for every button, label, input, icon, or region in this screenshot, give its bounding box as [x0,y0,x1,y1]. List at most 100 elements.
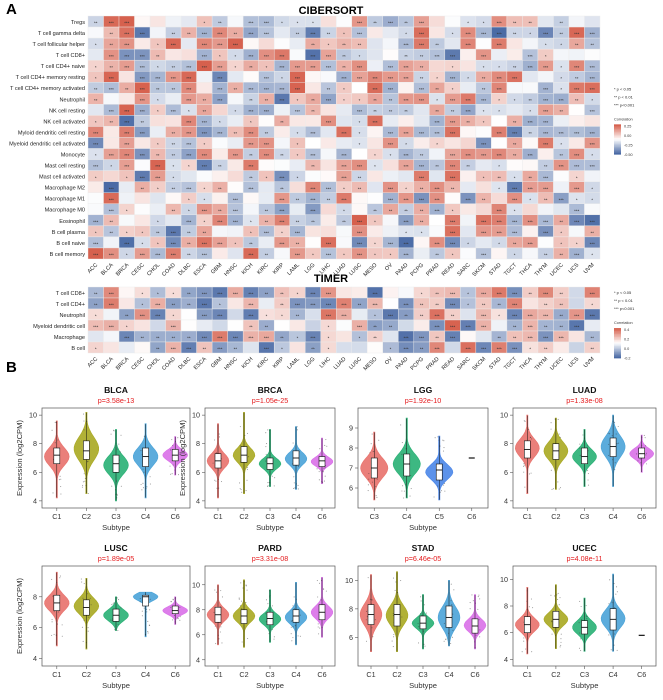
legend-swatch [614,349,621,351]
x-tick-label: C4 [291,670,300,679]
data-point [378,439,380,441]
y-tick-label: 10 [345,576,353,585]
data-point [60,478,62,480]
heatmap-cell [305,236,321,249]
heatmap-cell [398,170,415,182]
significance-mark: ** [528,292,532,297]
significance-mark: *** [264,336,269,341]
data-point [418,626,420,628]
significance-mark: *** [574,314,579,319]
y-tick-label: 4 [33,496,37,505]
heatmap-cell [584,319,601,332]
y-tick-label: 8 [504,439,508,448]
legend-swatch [614,329,621,332]
significance-mark: *** [310,32,315,37]
significance-mark: *** [109,325,114,330]
data-point [550,422,552,424]
data-point [611,601,613,603]
data-point [111,485,113,487]
significance-mark: * [281,314,283,319]
significance-mark: *** [295,253,300,258]
data-point [478,594,480,596]
significance-mark: ** [528,21,532,26]
significance-mark: *** [357,164,362,169]
significance-mark: * [157,292,159,297]
significance-mark: ** [575,98,579,103]
data-point [83,619,85,621]
significance-mark: *** [326,98,331,103]
significance-mark: ** [141,186,145,191]
significance-mark: * [219,120,221,125]
significance-mark: *** [202,208,207,213]
heatmap-cell [475,181,492,193]
significance-mark: ** [435,253,439,258]
significance-mark: *** [512,131,517,136]
significance-mark: *** [435,208,440,213]
y-tick-label: 4 [504,496,508,505]
heatmap-col-label: LUAD [333,356,348,371]
significance-mark: *** [140,175,145,180]
heatmap-cell [134,341,151,354]
significance-mark: ** [172,32,176,37]
significance-mark: * [328,325,330,330]
heatmap-cell [382,286,399,299]
data-point [607,454,610,456]
data-point [214,625,216,627]
heatmap-cell [460,126,477,138]
data-point [290,633,292,635]
significance-mark: ** [389,325,393,330]
significance-mark: ** [94,292,98,297]
significance-mark: *** [543,230,548,235]
significance-mark: *** [248,303,253,308]
x-tick-label: C1 [52,512,61,521]
significance-mark: *** [326,54,331,59]
box [552,443,560,460]
data-point [479,598,481,600]
significance-mark: ** [280,186,284,191]
significance-mark: *** [171,43,176,48]
heatmap-cell [273,319,290,332]
heatmap-cell [522,225,539,238]
data-point [617,425,619,428]
significance-mark: ** [528,175,532,180]
data-point [523,640,525,642]
heatmap-cell [336,341,352,354]
significance-mark: *** [357,219,362,224]
data-point [552,488,554,490]
significance-mark: * [467,76,469,81]
data-point [402,485,404,487]
data-point [56,623,59,625]
data-point [392,613,394,615]
significance-mark: *** [419,175,424,180]
data-point [366,616,368,618]
significance-mark: *** [295,109,300,114]
data-point [325,438,327,441]
legend-swatch [614,133,621,136]
data-point [644,437,646,439]
data-point [120,607,122,609]
y-tick-label: 8 [196,605,200,614]
significance-mark: *** [186,65,191,70]
significance-mark: *** [310,65,315,70]
violin-pvalue: p=1.05e-25 [252,396,289,405]
x-tick-label: C6 [317,670,326,679]
heatmap-cell [367,37,383,50]
x-tick-label: C6 [637,512,646,521]
heatmap-cell [382,159,399,171]
significance-mark: *** [310,303,315,308]
data-point [609,433,611,435]
significance-mark: * [498,98,500,103]
heatmap-cell [289,37,306,50]
significance-mark: ** [280,292,284,297]
significance-mark: *** [450,303,455,308]
data-point [293,482,295,484]
significance-mark: *** [403,153,408,158]
significance-mark: ** [110,120,114,125]
violin-pvalue: p=1.92e-10 [405,396,442,405]
heatmap-col-label: HNSC [223,356,238,371]
heatmap-cell [305,71,321,83]
data-point [554,418,556,420]
data-point [55,634,57,636]
y-tick-label: 10 [500,411,508,420]
significance-mark: ** [187,336,191,341]
